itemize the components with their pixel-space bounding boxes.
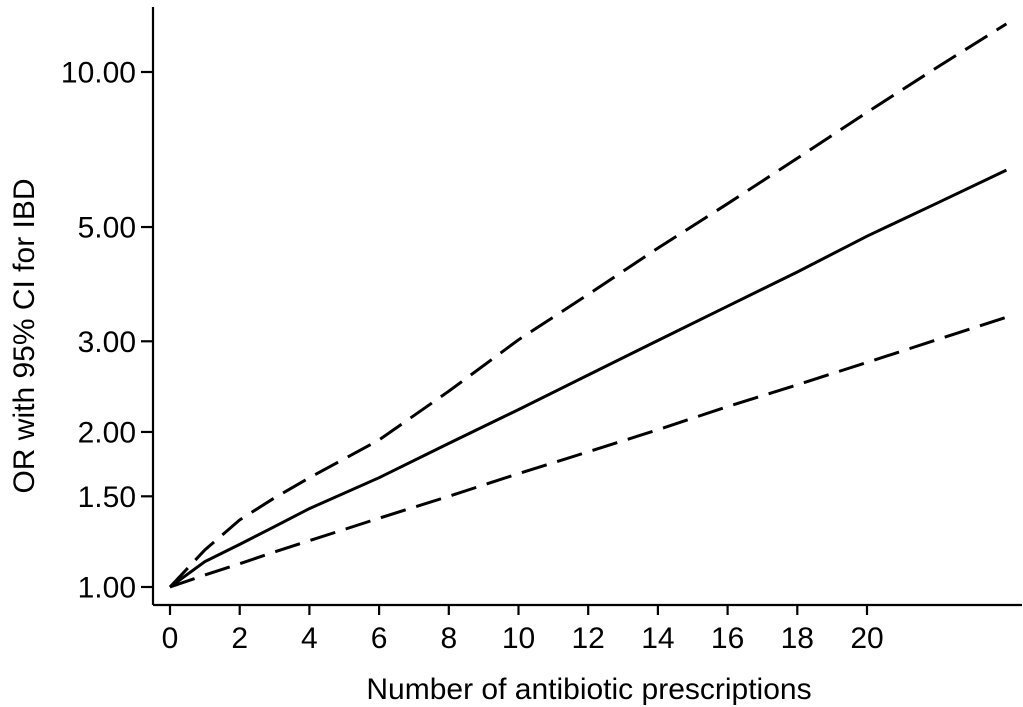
x-axis-title: Number of antibiotic prescriptions bbox=[366, 673, 811, 706]
y-tick-label: 10.00 bbox=[61, 57, 136, 90]
x-tick-label: 6 bbox=[371, 622, 388, 655]
x-tick-label: 2 bbox=[231, 622, 248, 655]
95-ci-lower-bound-line bbox=[169, 315, 1007, 589]
x-tick-label: 10 bbox=[502, 622, 535, 655]
series-lines bbox=[168, 22, 1008, 589]
y-axis-title: OR with 95% CI for IBD bbox=[8, 178, 41, 493]
x-tick-label: 0 bbox=[162, 622, 179, 655]
x-tick-label: 12 bbox=[572, 622, 605, 655]
x-tick-label: 4 bbox=[301, 622, 318, 655]
y-tick-label: 1.00 bbox=[78, 572, 136, 605]
y-tick-label: 1.50 bbox=[78, 481, 136, 514]
95-ci-upper-bound-line bbox=[168, 22, 1008, 589]
y-tick-label: 3.00 bbox=[78, 326, 136, 359]
y-tick-label: 2.00 bbox=[78, 416, 136, 449]
x-tick-label: 18 bbox=[781, 622, 814, 655]
axes: 1.00 1.50 2.00 3.00 5.00 10.00 0 2 4 6 8 10 12 14 16 18… bbox=[61, 7, 1022, 655]
or-point-estimate-line bbox=[169, 168, 1008, 589]
y-tick-label: 5.00 bbox=[78, 212, 136, 245]
x-tick-label: 16 bbox=[711, 622, 744, 655]
x-tick-label: 14 bbox=[641, 622, 674, 655]
x-tick-label: 8 bbox=[440, 622, 457, 655]
x-tick-label: 20 bbox=[850, 622, 883, 655]
